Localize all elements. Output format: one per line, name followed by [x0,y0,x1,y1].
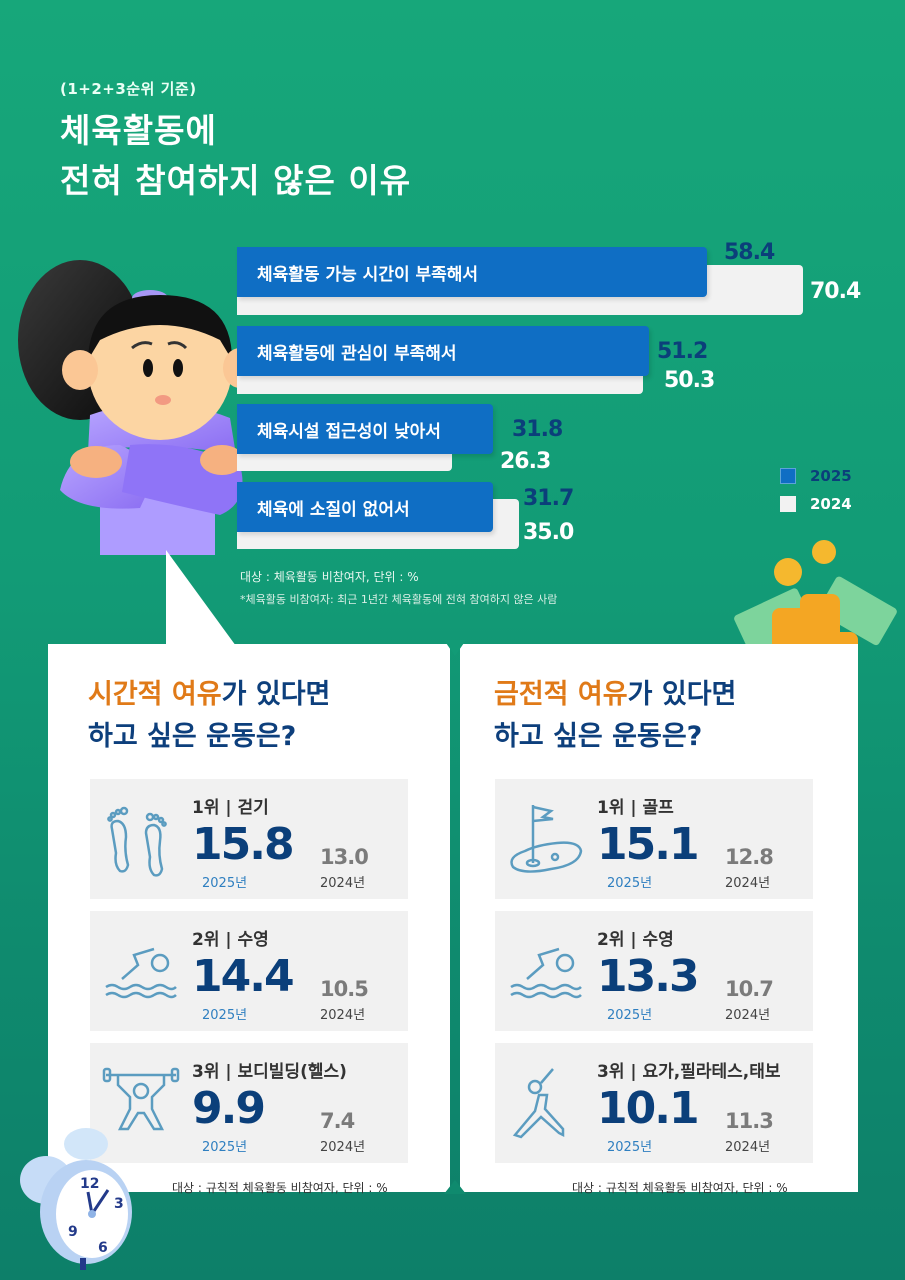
value-2025: 31.7 [523,486,574,511]
title-highlight: 시간적 여유 [88,679,222,710]
card-value-2025: 10.1 [597,1083,700,1134]
svg-text:3: 3 [114,1196,124,1212]
value-2024: 50.3 [664,368,715,393]
sport-card-bodybuilding: 3위 | 보디빌딩(헬스) 9.9 2025년 7.4 2024년 [90,1043,408,1163]
page-title: 체육활동에 전혀 참여하지 않은 이유 [60,106,411,206]
speech-notch-down [444,640,466,656]
time-panel-note: 대상 : 규칙적 체육활동 비참여자, 단위 : % [172,1181,388,1195]
worried-woman-illustration [18,260,250,555]
legend-item-2025: 2025 [780,462,852,490]
sport-card-yoga: 3위 | 요가,필라테스,태보 10.1 2025년 11.3 2024년 [495,1043,813,1163]
card-rank: 3위 | 요가,필라테스,태보 [597,1062,781,1082]
card-rank: 1위 | 걷기 [192,798,269,818]
svg-text:12: 12 [80,1176,99,1192]
card-label-2025: 2025년 [607,1008,653,1023]
bar-label: 체육활동 가능 시간이 부족해서 [257,264,479,285]
card-label-2024: 2024년 [320,876,366,891]
card-value-2024: 7.4 [320,1109,355,1133]
chart-note-definition: *체육활동 비참여자: 최근 1년간 체육활동에 전혀 참여하지 않은 사람 [240,593,558,606]
card-label-2024: 2024년 [320,1140,366,1155]
value-2025: 31.8 [512,417,563,442]
card-label-2024: 2024년 [725,1008,771,1023]
card-label-2024: 2024년 [725,876,771,891]
bar-label: 체육활동에 관심이 부족해서 [257,343,457,364]
legend-item-2024: 2024 [780,490,852,518]
sport-card-golf: 1위 | 골프 15.1 2025년 12.8 2024년 [495,779,813,899]
sport-card-walking: 1위 | 걷기 15.8 2025년 13.0 2024년 [90,779,408,899]
money-panel-note: 대상 : 규칙적 체육활동 비참여자, 단위 : % [572,1181,788,1195]
bar-label: 체육시설 접근성이 낮아서 [257,421,441,442]
card-value-2024: 11.3 [725,1109,774,1133]
value-2025: 51.2 [657,339,708,364]
card-value-2024: 10.5 [320,977,369,1001]
card-rank: 3위 | 보디빌딩(헬스) [192,1062,347,1082]
card-label-2025: 2025년 [202,1008,248,1023]
title-rest: 가 있다면 [627,679,737,710]
speech-tail-up [166,550,236,646]
svg-text:6: 6 [98,1240,108,1256]
swimmer-icon [510,947,582,999]
bar-2025: 체육에 소질이 없어서 [237,482,493,532]
card-value-2024: 10.7 [725,977,774,1001]
title-line-2: 하고 싶은 운동은? [88,721,297,752]
sport-card-swimming: 2위 | 수영 13.3 2025년 10.7 2024년 [495,911,813,1031]
title-line-2: 전혀 참여하지 않은 이유 [60,161,412,200]
chart-legend: 2025 2024 [780,462,852,518]
card-value-2025: 15.8 [192,819,295,870]
card-value-2024: 12.8 [725,845,774,869]
card-value-2025: 13.3 [597,951,700,1002]
card-value-2025: 9.9 [192,1083,266,1134]
yoga-pose-icon [512,1068,565,1139]
value-2024: 26.3 [500,449,551,474]
value-2024: 35.0 [523,520,574,545]
bar-label: 체육에 소질이 없어서 [257,499,410,520]
card-value-2025: 15.1 [597,819,700,870]
legend-label-2024: 2024 [810,495,852,513]
time-panel: 시간적 여유가 있다면 하고 싶은 운동은? 1위 | 걷기 15.8 2025… [48,550,450,1195]
chart-note-target: 대상 : 체육활동 비참여자, 단위 : % [240,570,419,584]
golf-flag-icon [510,805,583,873]
weightlifter-icon [102,1067,180,1131]
card-label-2024: 2024년 [725,1140,771,1155]
title-line-1: 체육활동에 [60,111,217,150]
card-label-2025: 2025년 [202,1140,248,1155]
card-label-2025: 2025년 [607,876,653,891]
card-value-2024: 13.0 [320,845,369,869]
subtitle: (1+2+3순위 기준) [60,80,197,98]
bar-2025: 체육활동 가능 시간이 부족해서 [237,247,707,297]
swimmer-icon [105,947,177,999]
money-panel-title: 금전적 여유가 있다면 하고 싶은 운동은? [494,674,736,758]
time-panel-title: 시간적 여유가 있다면 하고 싶은 운동은? [88,674,330,758]
card-rank: 2위 | 수영 [192,930,269,950]
legend-swatch-2024 [780,496,796,512]
card-label-2025: 2025년 [202,876,248,891]
card-label-2025: 2025년 [607,1140,653,1155]
card-rank: 2위 | 수영 [597,930,674,950]
speech-notch-up [444,1180,466,1194]
svg-text:9: 9 [68,1224,78,1240]
card-rank: 1위 | 골프 [597,798,674,818]
legend-swatch-2025 [780,468,796,484]
sport-card-swimming: 2위 | 수영 14.4 2025년 10.5 2024년 [90,911,408,1031]
legend-label-2025: 2025 [810,467,852,485]
bar-2025: 체육시설 접근성이 낮아서 [237,404,493,454]
title-line-2: 하고 싶은 운동은? [494,721,703,752]
money-panel: 금전적 여유가 있다면 하고 싶은 운동은? 1위 | 골프 15.1 2025… [460,644,858,1195]
title-highlight: 금전적 여유 [494,679,628,710]
value-2024: 70.4 [810,279,861,304]
card-value-2025: 14.4 [192,951,295,1002]
value-2025: 58.4 [724,240,775,265]
title-rest: 가 있다면 [221,679,331,710]
bar-2025: 체육활동에 관심이 부족해서 [237,326,649,376]
card-label-2024: 2024년 [320,1008,366,1023]
alarm-clock-illustration: 12 3 6 9 [20,1128,132,1270]
footprints-icon [107,806,167,877]
